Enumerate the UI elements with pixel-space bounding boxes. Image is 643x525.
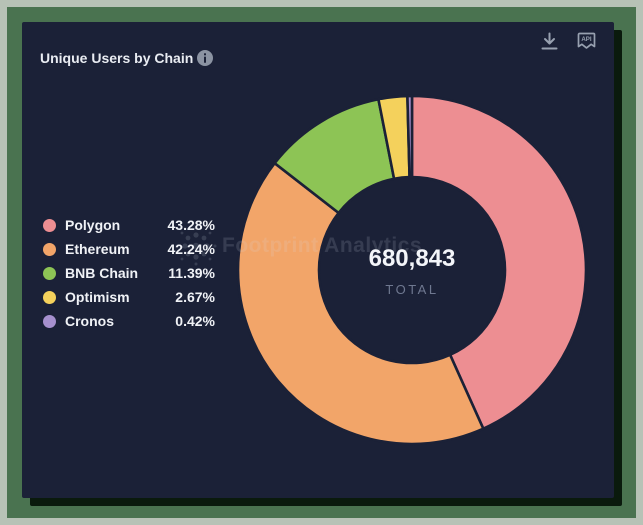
legend-percent: 43.28% (167, 217, 215, 233)
legend-percent: 2.67% (175, 289, 215, 305)
legend-percent: 11.39% (168, 265, 215, 281)
legend-item-optimism[interactable]: Optimism 2.67% (43, 285, 215, 309)
legend-label: Optimism (65, 289, 130, 305)
legend-swatch (43, 242, 56, 256)
api-badge-icon[interactable]: API (576, 31, 597, 52)
legend-swatch (43, 218, 56, 232)
legend-item-polygon[interactable]: Polygon 43.28% (43, 213, 215, 237)
legend-item-cronos[interactable]: Cronos 0.42% (43, 309, 215, 333)
legend-label: Ethereum (65, 241, 130, 257)
chart-title: Unique Users by Chain (40, 50, 194, 66)
legend-percent: 0.42% (175, 313, 215, 329)
donut-segment-polygon[interactable] (410, 94, 588, 431)
legend-label: BNB Chain (65, 265, 139, 281)
legend-percent: 42.24% (167, 241, 215, 257)
donut-segment-ethereum[interactable] (236, 161, 486, 446)
legend-item-bnb-chain[interactable]: BNB Chain 11.39% (43, 261, 215, 285)
legend-swatch (43, 290, 56, 304)
info-icon[interactable] (196, 49, 214, 67)
download-icon[interactable] (539, 31, 560, 52)
legend-item-ethereum[interactable]: Ethereum 42.24% (43, 237, 215, 261)
legend-label: Polygon (65, 217, 121, 233)
api-badge-label: API (581, 36, 592, 43)
chart-legend: Polygon 43.28% Ethereum 42.24% BNB Chain 11.3… (43, 213, 215, 333)
donut-segment-cronos[interactable] (406, 94, 414, 179)
legend-swatch (43, 314, 56, 328)
legend-label: Cronos (65, 313, 114, 329)
legend-swatch (43, 266, 56, 280)
